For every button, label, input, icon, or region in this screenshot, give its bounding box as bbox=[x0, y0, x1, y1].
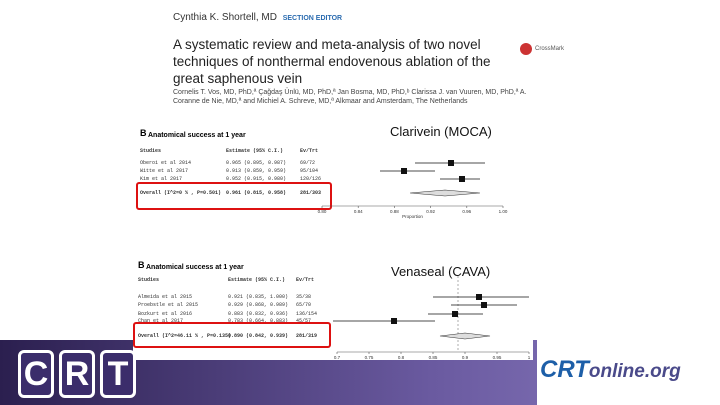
panel: B Anatomical success at 1 year Venaseal (C… bbox=[133, 256, 533, 360]
table-cell: Proebstle et al 2015 bbox=[138, 302, 199, 308]
panel-letter: B bbox=[140, 128, 147, 138]
logo-letter: R bbox=[59, 350, 95, 398]
logo-letter: C bbox=[18, 350, 54, 398]
table-cell: 0.783 (0.664, 0.883) bbox=[228, 318, 289, 324]
authors: Cornelis T. Vos, MD, PhD,ª Çağdaş Ünlü, … bbox=[173, 89, 527, 105]
highlight-box bbox=[133, 322, 331, 348]
table-cell: Almeida et al 2015 bbox=[138, 294, 193, 300]
table-cell: 65/70 bbox=[296, 302, 312, 308]
table-cell: 45/57 bbox=[296, 318, 312, 324]
table-cell: 0.952 (0.915, 0.980) bbox=[226, 176, 287, 182]
crossmark: CrossMark bbox=[520, 43, 564, 55]
overall-cell: 281/319 bbox=[296, 333, 318, 339]
axis-tick-label: 1.00 bbox=[499, 209, 508, 214]
overall-cell: Overall (I^2=46.11 % , P=0.135) bbox=[138, 333, 232, 339]
editor: Cynthia K. Shortell, MD bbox=[173, 12, 277, 23]
axis-tick-label: 1 bbox=[528, 355, 531, 360]
footer-logo-area bbox=[537, 340, 720, 405]
axis-tick-label: 0.95 bbox=[493, 355, 502, 360]
estimate-marker bbox=[401, 168, 407, 174]
overall-cell: Overall (I^2=0 % , P=0.501) bbox=[140, 190, 222, 196]
axis-tick-label: 0.85 bbox=[429, 355, 438, 360]
estimate-marker bbox=[476, 294, 482, 300]
crossmark-label: CrossMark bbox=[535, 46, 565, 52]
table-cell: 0.913 (0.859, 0.959) bbox=[226, 168, 287, 174]
axis-tick-label: 0.8 bbox=[398, 355, 405, 360]
table-cell: 0.965 (0.895, 0.987) bbox=[226, 160, 287, 166]
axis-tick-label: 0.7 bbox=[334, 355, 341, 360]
table-cell: 35/38 bbox=[296, 294, 312, 300]
axis-tick-label: 0.84 bbox=[354, 209, 363, 214]
highlight-box bbox=[136, 182, 332, 210]
estimate-marker bbox=[448, 160, 454, 166]
axis-tick-label: 0.92 bbox=[426, 209, 435, 214]
logo-letter: T bbox=[100, 350, 136, 398]
callout: Clarivein (MOCA) bbox=[390, 124, 492, 139]
axis-tick-label: 0.88 bbox=[390, 209, 399, 214]
axis-label: Proportion bbox=[402, 214, 423, 219]
table-cell: 69/72 bbox=[300, 160, 316, 166]
axis-tick-label: 0.9 bbox=[462, 355, 469, 360]
table-cell: 0.921 (0.835, 1.000) bbox=[228, 294, 289, 300]
column-header: Studies bbox=[140, 148, 162, 154]
panel-letter: B bbox=[138, 260, 145, 270]
column-header: Estimate (95% C.I.) bbox=[226, 148, 284, 154]
overall-cell: 0.961 (0.815, 0.958) bbox=[226, 190, 287, 196]
crossmark-icon bbox=[520, 43, 532, 55]
article-title: A systematic review and meta-analysis of… bbox=[173, 37, 491, 86]
site-rest: online.org bbox=[588, 361, 681, 382]
overall-cell: 281/303 bbox=[300, 190, 322, 196]
table-cell: 120/126 bbox=[300, 176, 322, 182]
forest-plot: 0.70.750.80.850.90.951Proportion bbox=[333, 276, 531, 360]
panel: B Anatomical success at 1 year Clarivein (… bbox=[135, 118, 515, 219]
column-header: Ev/Trt bbox=[300, 148, 319, 154]
site-logo: CRTonline.org bbox=[540, 356, 681, 384]
overall-cell: 0.890 (0.842, 0.939) bbox=[228, 333, 289, 339]
overall-diamond bbox=[409, 189, 481, 197]
table-cell: Oberoi et al 2014 bbox=[140, 160, 192, 166]
table-cell: 95/104 bbox=[300, 168, 319, 174]
axis-tick-label: 0.75 bbox=[365, 355, 374, 360]
table-cell: Bozkurt et al 2016 bbox=[138, 311, 193, 317]
table-cell: Kim et al 2017 bbox=[140, 176, 183, 182]
column-header: Estimate (95% C.I.) bbox=[228, 277, 286, 283]
role: SECTION EDITOR bbox=[282, 15, 343, 22]
table-cell: Witte et al 2017 bbox=[140, 168, 189, 174]
estimate-marker bbox=[452, 311, 458, 317]
site-bold: CRT bbox=[540, 356, 589, 383]
estimate-marker bbox=[459, 176, 465, 182]
table-cell: Chan et al 2017 bbox=[138, 318, 184, 324]
callout: Venaseal (CAVA) bbox=[391, 264, 491, 279]
table-cell: 0.929 (0.868, 0.989) bbox=[228, 302, 289, 308]
axis-tick-label: 0.80 bbox=[318, 209, 327, 214]
column-header: Ev/Trt bbox=[296, 277, 315, 283]
panel-heading: Anatomical success at 1 year bbox=[146, 264, 244, 271]
overall-diamond bbox=[439, 332, 491, 340]
forest-plot: 0.80 0.84 0.88 0.92 0.96 1.00 Proportion bbox=[318, 160, 508, 219]
column-header: Studies bbox=[138, 277, 160, 283]
panel-heading: Anatomical success at 1 year bbox=[148, 132, 246, 139]
table-cell: 136/154 bbox=[296, 311, 318, 317]
estimate-marker bbox=[481, 302, 487, 308]
editor-line: Cynthia K. Shortell, MD SECTION EDITOR bbox=[173, 12, 342, 23]
axis-tick-label: 0.96 bbox=[462, 209, 471, 214]
table-cell: 0.883 (0.832, 0.936) bbox=[228, 311, 289, 317]
estimate-marker bbox=[391, 318, 397, 324]
